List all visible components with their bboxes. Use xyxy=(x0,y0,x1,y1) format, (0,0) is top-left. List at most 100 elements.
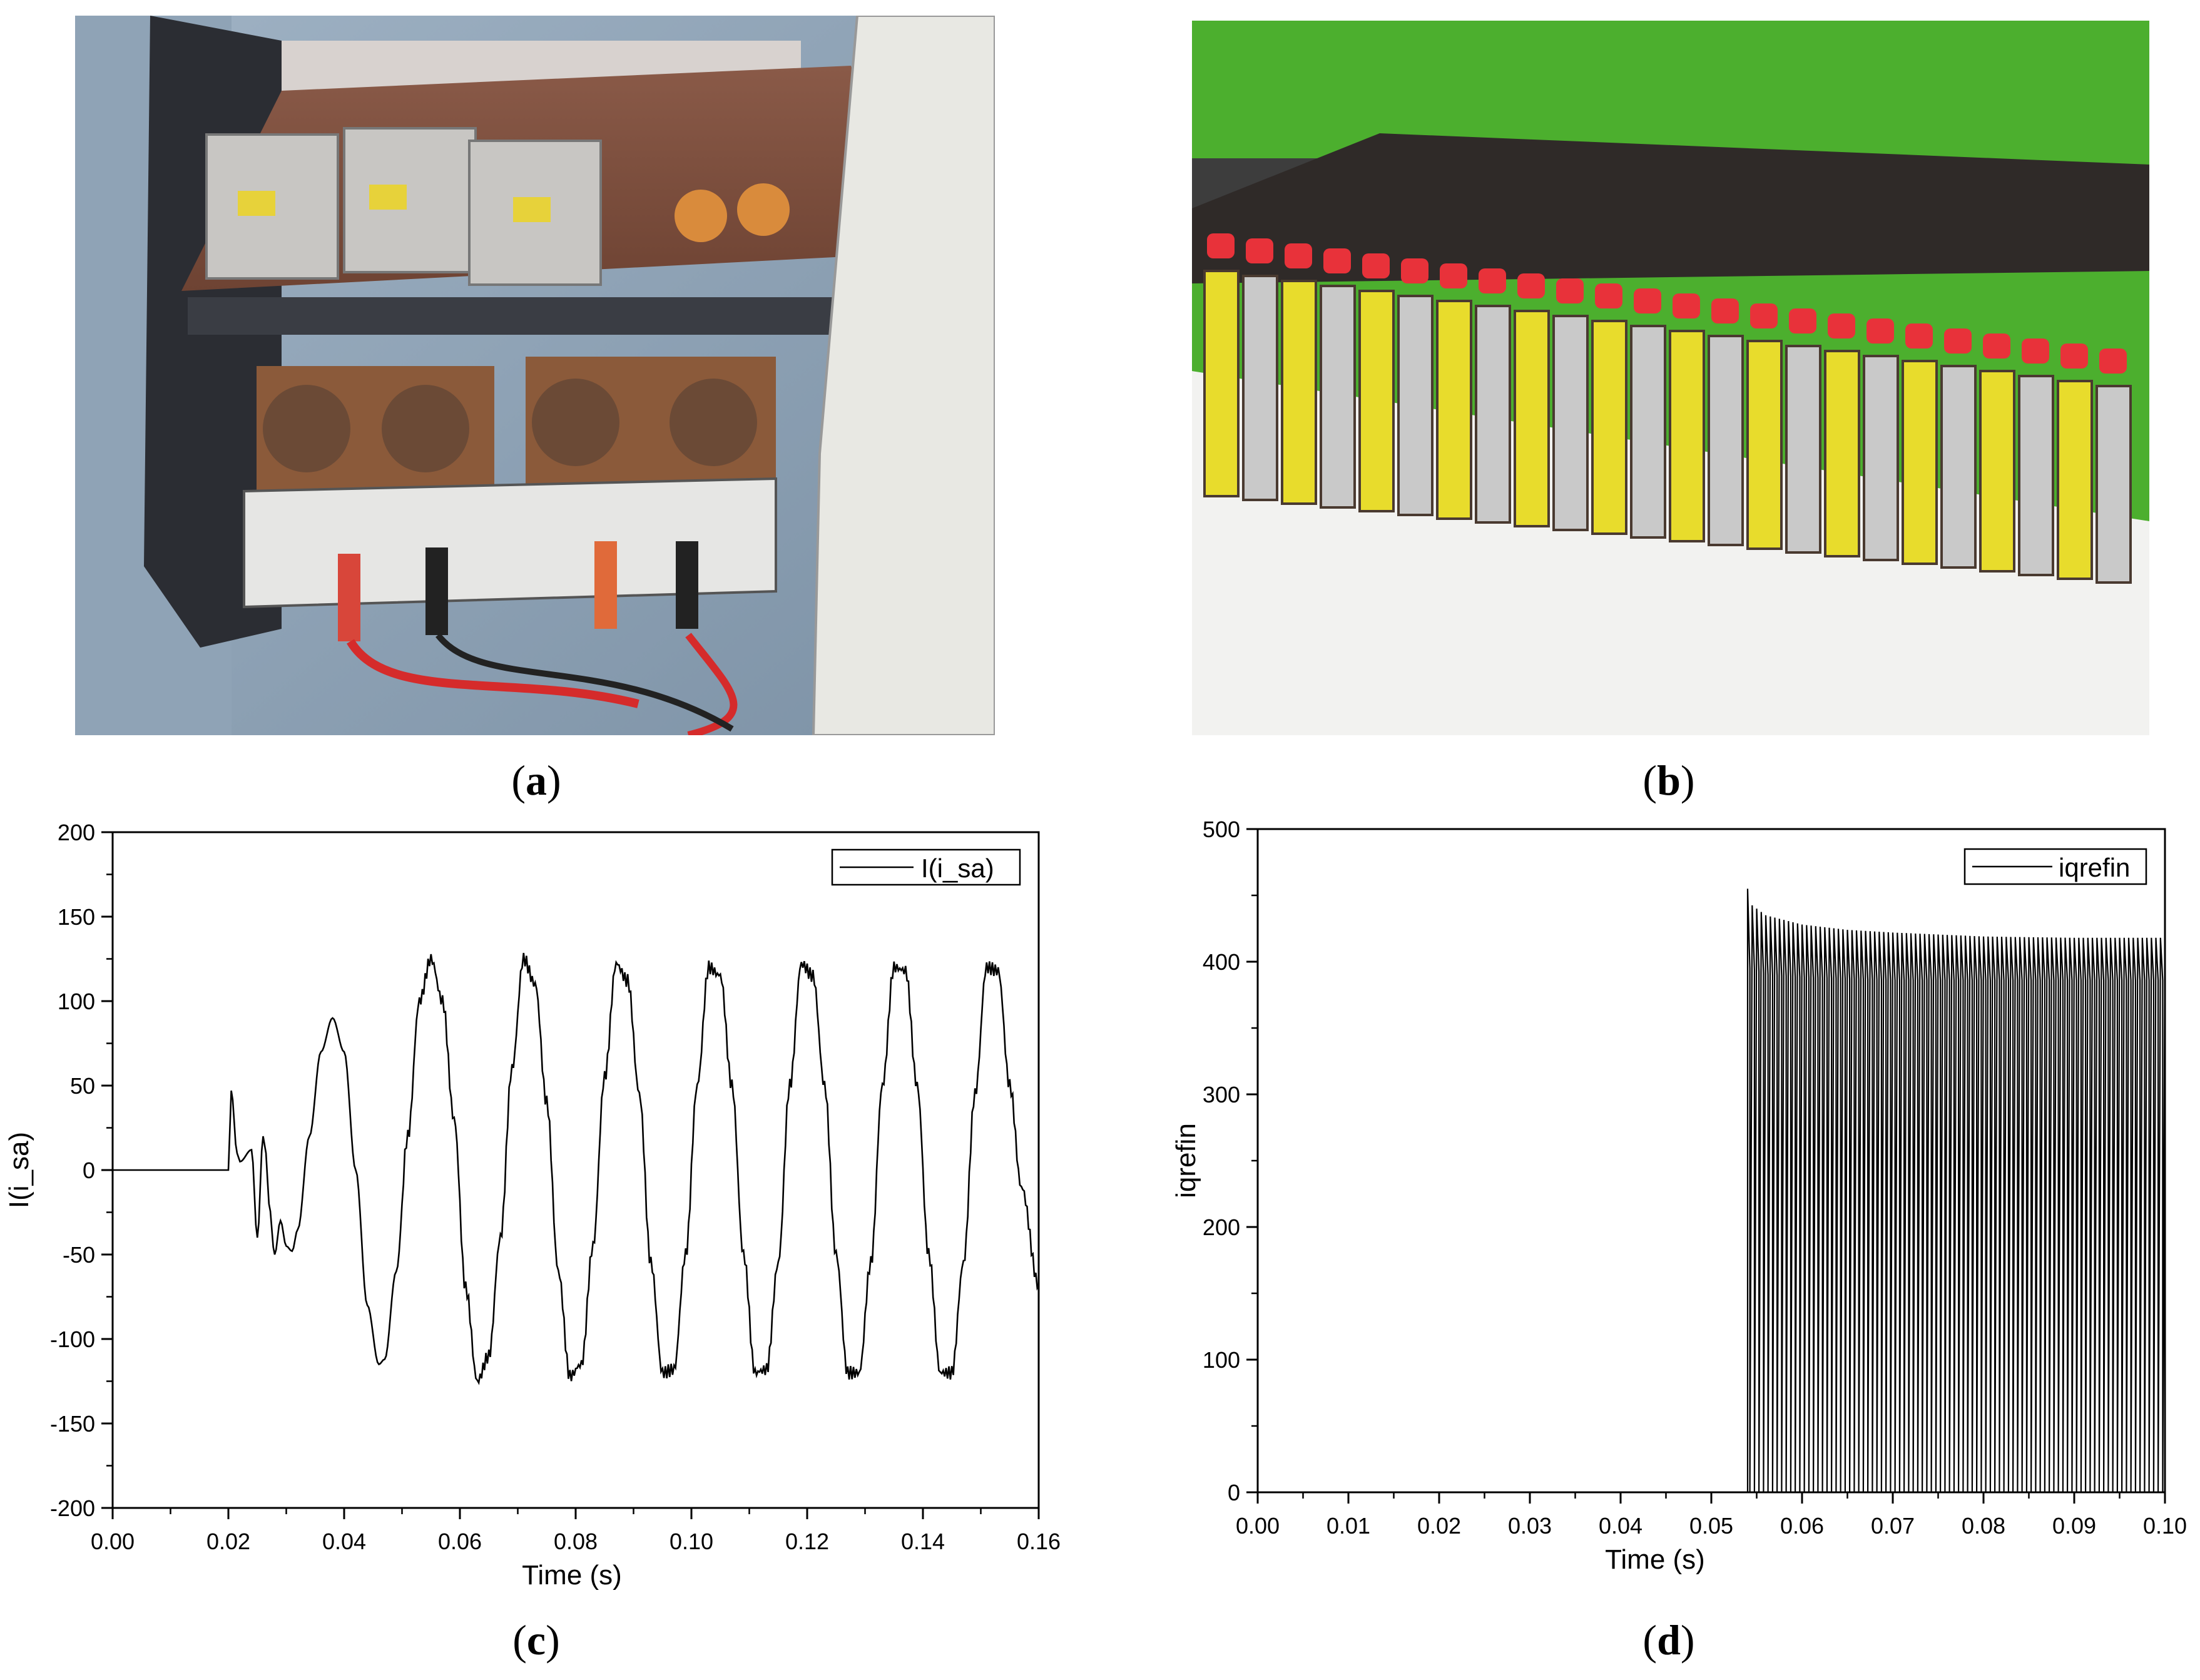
battery-terminal-cap xyxy=(1207,233,1235,258)
battery-cell xyxy=(1940,365,1977,569)
battery-terminal-cap xyxy=(1789,308,1816,333)
battery-terminal-cap xyxy=(1362,253,1390,278)
c-y-tick-label: 100 xyxy=(58,989,95,1014)
battery-terminal-cap xyxy=(1944,328,1972,354)
battery-terminal-cap xyxy=(1905,323,1933,349)
battery-terminal-cap xyxy=(2060,344,2088,369)
chart-d: 0.00 0.01 0.02 0.03 0.04 0.05 0.06 0.07 0.08 0.09… xyxy=(1171,817,2187,1575)
battery-cell xyxy=(1203,270,1240,497)
caption-c-letter: c xyxy=(526,1616,546,1664)
chart-c-x-axis-label: Time (s) xyxy=(522,1560,622,1591)
chart-d-series-line xyxy=(1258,888,2166,1494)
c-x-tick-label: 0.14 xyxy=(901,1529,945,1554)
battery-cell xyxy=(1746,340,1783,550)
caption-a-letter: a xyxy=(526,756,547,804)
c-y-tick-label: 0 xyxy=(83,1158,95,1183)
battery-cell xyxy=(1281,280,1317,505)
c-x-tick-label: 0.00 xyxy=(91,1529,135,1554)
battery-cell xyxy=(2057,380,2093,580)
d-x-tick-label: 0.03 xyxy=(1508,1513,1552,1539)
caption-d: (d) xyxy=(1642,1616,1695,1664)
battery-cell xyxy=(1552,315,1589,531)
c-y-tick-label: -50 xyxy=(63,1242,95,1268)
battery-terminal-cap xyxy=(1711,298,1739,323)
d-x-tick-label: 0.10 xyxy=(2143,1513,2187,1539)
battery-cell xyxy=(1824,350,1860,557)
battery-terminal-cap xyxy=(1401,258,1428,283)
d-y-tick-label: 0 xyxy=(1228,1480,1240,1505)
c-y-tick-label: 50 xyxy=(70,1073,95,1099)
d-y-tick-label: 400 xyxy=(1203,949,1240,975)
battery-terminal-cap xyxy=(1440,263,1467,288)
d-y-tick-label: 300 xyxy=(1203,1082,1240,1107)
battery-terminal-cap xyxy=(1983,333,2010,359)
battery-cell xyxy=(1708,335,1744,546)
photo-a xyxy=(75,16,995,735)
battery-terminal-cap xyxy=(1323,248,1351,273)
battery-terminal-cap xyxy=(2099,349,2127,374)
d-x-tick-label: 0.02 xyxy=(1417,1513,1461,1539)
battery-terminal-cap xyxy=(1828,313,1855,339)
battery-terminal-cap xyxy=(1246,238,1273,263)
chart-c: 0.00 0.02 0.04 0.06 0.08 0.10 0.12 0.14 0.16 -20… xyxy=(4,820,1061,1591)
photo-a-illustration xyxy=(75,16,995,735)
battery-cell xyxy=(1436,300,1472,520)
caption-b-letter: b xyxy=(1657,756,1681,804)
c-y-tick-label: 150 xyxy=(58,904,95,930)
c-y-tick-label: -200 xyxy=(50,1495,95,1521)
battery-terminal-cap xyxy=(1634,288,1661,313)
chart-c-plot-frame xyxy=(111,831,1040,1509)
photo-b-illustration xyxy=(1192,21,2149,735)
c-x-tick-label: 0.12 xyxy=(785,1529,829,1554)
d-x-tick-label: 0.01 xyxy=(1327,1513,1370,1539)
battery-cell xyxy=(1475,305,1511,524)
chart-c-y-axis-label: I(i_sa) xyxy=(4,1132,34,1208)
d-x-tick-label: 0.08 xyxy=(1962,1513,2005,1539)
chart-d-legend-label: iqrefin xyxy=(2059,853,2130,882)
d-y-tick-label: 100 xyxy=(1203,1347,1240,1373)
battery-cell xyxy=(1630,325,1666,539)
battery-terminal-cap xyxy=(1479,268,1506,293)
battery-cell xyxy=(1863,355,1899,561)
chart-c-legend-label: I(i_sa) xyxy=(921,853,994,883)
battery-terminal-cap xyxy=(1866,318,1894,344)
chart-d-y-axis-label: iqrefin xyxy=(1171,1123,1201,1198)
c-x-tick-label: 0.08 xyxy=(554,1529,598,1554)
photo-b xyxy=(1192,21,2149,735)
battery-terminal-cap xyxy=(1556,278,1584,303)
d-y-tick-label: 200 xyxy=(1203,1214,1240,1240)
battery-terminal-cap xyxy=(1595,283,1622,308)
battery-terminal-cap xyxy=(1285,243,1312,268)
chart-d-plot-frame xyxy=(1256,828,2166,1494)
caption-a: (a) xyxy=(511,756,561,804)
c-y-tick-label: 200 xyxy=(58,820,95,845)
d-x-tick-label: 0.00 xyxy=(1236,1513,1280,1539)
battery-cell xyxy=(1320,285,1356,509)
c-x-tick-label: 0.04 xyxy=(322,1529,366,1554)
caption-b: (b) xyxy=(1642,756,1695,804)
battery-terminal-cap xyxy=(1673,293,1700,318)
caption-d-letter: d xyxy=(1657,1616,1681,1664)
c-y-tick-label: -100 xyxy=(50,1326,95,1352)
d-x-tick-label: 0.04 xyxy=(1599,1513,1642,1539)
d-x-tick-label: 0.07 xyxy=(1871,1513,1915,1539)
chart-d-x-axis-label: Time (s) xyxy=(1605,1544,1705,1575)
c-x-tick-label: 0.02 xyxy=(206,1529,250,1554)
battery-cell xyxy=(1358,290,1395,512)
battery-cell xyxy=(1902,360,1938,565)
d-x-tick-label: 0.05 xyxy=(1689,1513,1733,1539)
c-y-tick-label: -150 xyxy=(50,1411,95,1437)
battery-cell xyxy=(1785,345,1821,554)
d-x-tick-label: 0.06 xyxy=(1780,1513,1824,1539)
battery-terminal-cap xyxy=(2022,339,2049,364)
battery-terminal-cap xyxy=(1750,303,1778,328)
c-x-tick-label: 0.06 xyxy=(438,1529,482,1554)
d-y-tick-label: 500 xyxy=(1203,817,1240,842)
battery-cell xyxy=(2096,385,2132,584)
caption-c: (c) xyxy=(512,1616,560,1664)
battery-cell xyxy=(1979,370,2015,573)
c-x-tick-label: 0.16 xyxy=(1017,1529,1061,1554)
battery-terminal-cap xyxy=(1517,273,1545,298)
chart-c-series-line xyxy=(113,952,1040,1385)
